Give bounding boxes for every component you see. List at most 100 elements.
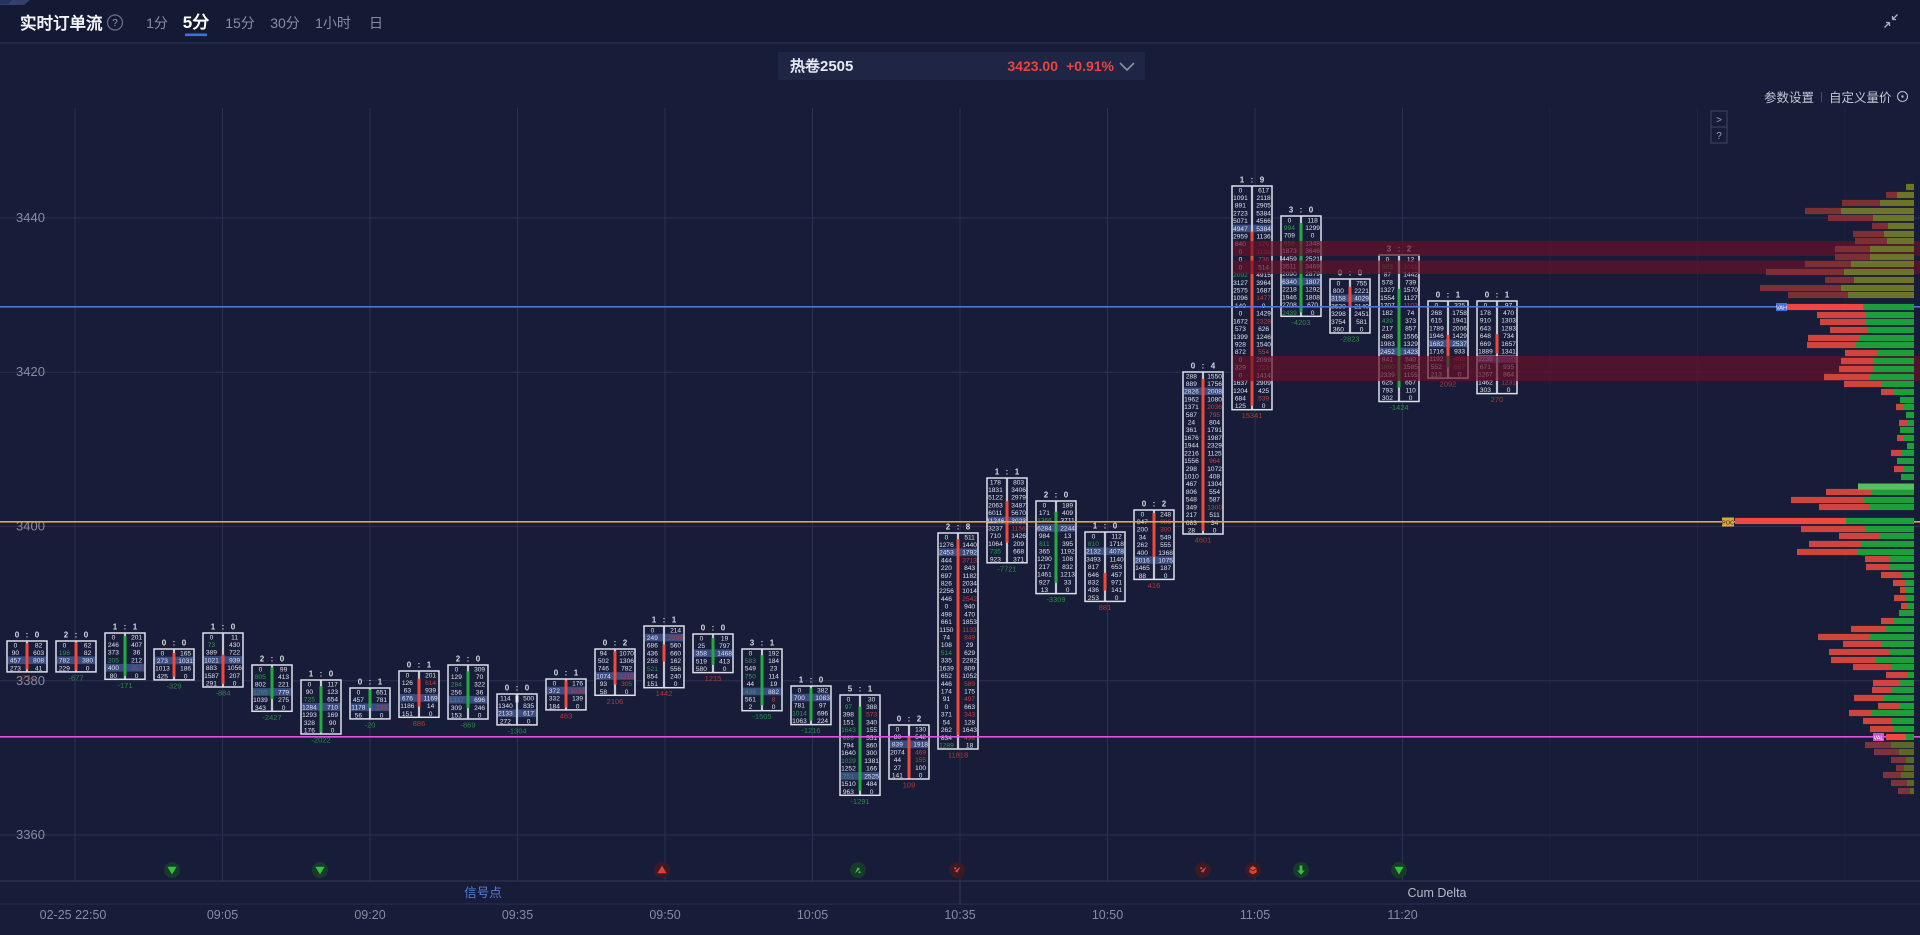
- svg-text:信号点: 信号点: [464, 886, 502, 900]
- svg-text:1368: 1368: [1158, 550, 1173, 557]
- svg-text:803: 803: [1013, 479, 1024, 486]
- svg-text:1265: 1265: [253, 689, 268, 696]
- svg-text:2006: 2006: [1452, 325, 1467, 332]
- svg-text:710: 710: [327, 704, 338, 711]
- svg-text:457: 457: [1111, 572, 1122, 579]
- svg-text:2216: 2216: [1184, 450, 1199, 457]
- svg-text:178: 178: [1480, 310, 1491, 317]
- svg-text:0: 0: [723, 666, 727, 673]
- svg-text:670: 670: [1307, 302, 1318, 309]
- svg-text:1052: 1052: [962, 673, 977, 680]
- svg-text:0: 0: [1262, 403, 1266, 410]
- svg-text:382: 382: [817, 687, 828, 694]
- svg-text::: :: [663, 616, 666, 625]
- svg-text:97: 97: [1505, 302, 1513, 309]
- svg-text:425: 425: [1258, 388, 1269, 395]
- svg-text:963: 963: [843, 789, 854, 796]
- svg-text:2036: 2036: [1207, 404, 1222, 411]
- svg-text:889: 889: [1186, 381, 1197, 388]
- svg-text:0: 0: [259, 666, 263, 673]
- svg-text:0: 0: [945, 604, 949, 611]
- svg-text:0: 0: [897, 715, 902, 724]
- svg-text:2542: 2542: [962, 596, 977, 603]
- svg-text:0: 0: [358, 678, 363, 687]
- svg-text:964: 964: [1209, 458, 1220, 465]
- svg-text:3: 3: [1289, 206, 1294, 215]
- svg-text:1657: 1657: [1501, 341, 1516, 348]
- svg-text:1: 1: [1015, 468, 1020, 477]
- svg-text:1570: 1570: [1403, 287, 1418, 294]
- svg-text:0: 0: [63, 642, 67, 649]
- svg-text:139: 139: [572, 696, 583, 703]
- svg-text:5: 5: [848, 685, 853, 694]
- svg-text:2074: 2074: [890, 749, 905, 756]
- svg-text:891: 891: [1235, 203, 1246, 210]
- svg-text:0: 0: [554, 669, 559, 678]
- svg-text:229: 229: [59, 665, 70, 672]
- svg-text:1: 1: [995, 468, 1000, 477]
- svg-text:663: 663: [964, 704, 975, 711]
- svg-text:357: 357: [131, 665, 142, 672]
- svg-text:581: 581: [1356, 319, 1367, 326]
- svg-text:1036: 1036: [570, 688, 585, 695]
- svg-text:514: 514: [941, 650, 952, 657]
- svg-text:322: 322: [474, 682, 485, 689]
- svg-text:1962: 1962: [1184, 396, 1199, 403]
- svg-text:90: 90: [12, 650, 20, 657]
- svg-text:1299: 1299: [1305, 225, 1320, 232]
- svg-text:5分: 5分: [183, 13, 209, 32]
- svg-text:0: 0: [1066, 587, 1070, 594]
- svg-text:214: 214: [670, 627, 681, 634]
- svg-text:0: 0: [280, 655, 285, 664]
- svg-text:302: 302: [1382, 395, 1393, 402]
- svg-text:1: 1: [113, 623, 118, 632]
- svg-text:118: 118: [1307, 217, 1318, 224]
- svg-text:709: 709: [1284, 233, 1295, 240]
- svg-text::: :: [1006, 468, 1009, 477]
- svg-text::: :: [26, 631, 29, 640]
- svg-text:90: 90: [306, 689, 314, 696]
- svg-text:413: 413: [278, 674, 289, 681]
- svg-text:82: 82: [35, 642, 43, 649]
- svg-text:739: 739: [1405, 279, 1416, 286]
- svg-text:112: 112: [1111, 533, 1122, 540]
- svg-text:5122: 5122: [988, 495, 1003, 502]
- svg-text:2: 2: [749, 704, 753, 711]
- svg-text:439: 439: [1382, 318, 1393, 325]
- svg-text:270: 270: [1491, 395, 1504, 404]
- svg-text:11: 11: [231, 634, 238, 641]
- svg-text:1429: 1429: [1452, 333, 1467, 340]
- svg-text:-1424: -1424: [1389, 403, 1408, 412]
- svg-text:826: 826: [941, 581, 952, 588]
- svg-text:511: 511: [964, 534, 975, 541]
- svg-text:1303: 1303: [1501, 318, 1516, 325]
- svg-text:1789: 1789: [1429, 325, 1444, 332]
- svg-text:0: 0: [870, 789, 874, 796]
- svg-text:-20: -20: [365, 720, 376, 729]
- svg-text:872: 872: [1235, 349, 1246, 356]
- svg-text:409: 409: [1062, 510, 1073, 517]
- svg-text:3713: 3713: [962, 557, 977, 564]
- svg-text:275: 275: [278, 697, 289, 704]
- svg-text:554: 554: [1258, 349, 1269, 356]
- svg-text:2106: 2106: [607, 697, 624, 706]
- svg-text:0: 0: [282, 705, 286, 712]
- svg-text:2092: 2092: [1233, 272, 1248, 279]
- svg-text:0: 0: [84, 631, 89, 640]
- svg-text:1192: 1192: [1061, 549, 1076, 556]
- svg-text:10:35: 10:35: [944, 908, 975, 922]
- svg-text:1080: 1080: [1207, 396, 1222, 403]
- svg-text:298: 298: [1186, 466, 1197, 473]
- svg-text:984: 984: [1039, 533, 1050, 540]
- svg-text::: :: [565, 669, 568, 678]
- svg-text:1127: 1127: [1404, 295, 1419, 302]
- svg-text:696: 696: [474, 697, 485, 704]
- svg-text:114: 114: [500, 695, 511, 702]
- svg-text:3400: 3400: [16, 519, 45, 534]
- svg-text:0: 0: [184, 673, 188, 680]
- svg-text:927: 927: [1039, 579, 1050, 586]
- svg-text:388: 388: [866, 704, 877, 711]
- svg-text:1808: 1808: [1305, 294, 1320, 301]
- svg-text:74: 74: [943, 635, 951, 642]
- svg-text:175: 175: [964, 689, 975, 696]
